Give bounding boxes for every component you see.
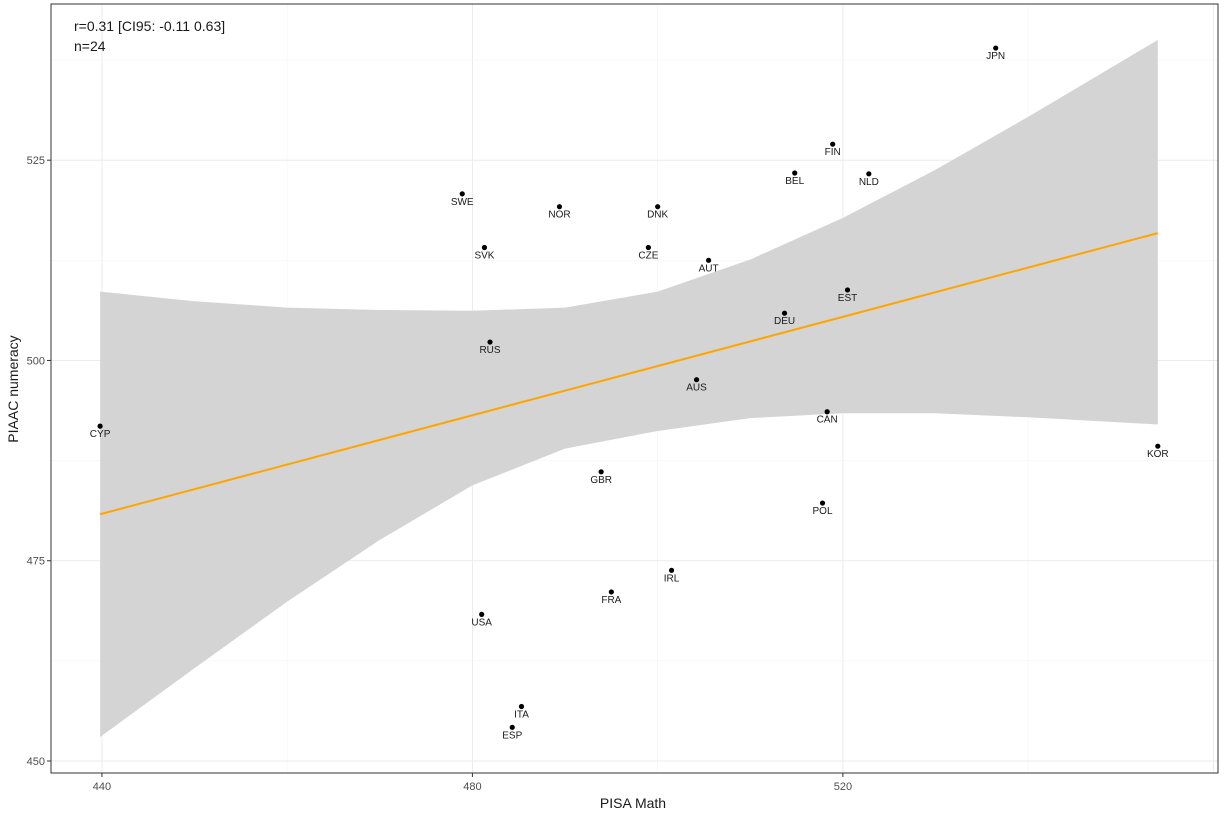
data-point-gbr: GBR — [590, 469, 612, 486]
data-point-irl: IRL — [664, 567, 680, 584]
data-point-nor: NOR — [548, 204, 571, 221]
point-marker — [705, 257, 712, 263]
data-point-deu: DEU — [774, 310, 795, 327]
x-tick-label: 440 — [93, 781, 111, 793]
point-label: DNK — [647, 210, 668, 221]
point-marker — [830, 141, 836, 147]
point-marker — [598, 469, 604, 475]
point-marker — [824, 409, 830, 415]
point-marker — [819, 500, 826, 506]
point-marker — [487, 339, 493, 345]
data-point-nld: NLD — [859, 171, 879, 188]
data-point-fin: FIN — [825, 141, 841, 158]
point-marker — [781, 310, 788, 316]
point-marker — [608, 589, 614, 595]
point-marker — [479, 611, 485, 617]
point-label: CYP — [90, 429, 111, 440]
point-label: JPN — [986, 51, 1005, 62]
data-point-swe: SWE — [451, 191, 474, 208]
point-label: AUS — [686, 383, 707, 394]
x-tick-label: 480 — [463, 781, 481, 793]
data-point-kor: KOR — [1147, 443, 1169, 460]
point-label: DEU — [774, 316, 795, 327]
data-point-usa: USA — [471, 611, 492, 628]
y-tick-label: 450 — [27, 756, 45, 768]
x-axis-title: PISA Math — [600, 795, 666, 811]
point-marker — [668, 567, 675, 573]
point-marker — [1155, 443, 1161, 449]
data-point-esp: ESP — [502, 724, 523, 741]
data-point-aus: AUS — [686, 377, 707, 394]
data-point-bel: BEL — [785, 170, 805, 187]
point-label: NLD — [859, 177, 879, 188]
regression-line — [99, 232, 1159, 516]
point-label: NOR — [548, 210, 570, 221]
y-tick-label: 500 — [27, 355, 45, 367]
point-label: RUS — [479, 345, 500, 356]
point-label: IRL — [664, 573, 680, 584]
point-label: ITA — [514, 710, 529, 721]
point-label: BEL — [785, 176, 804, 187]
data-point-cze: CZE — [638, 244, 659, 262]
grid-lines — [51, 4, 1218, 773]
point-marker — [509, 724, 515, 730]
point-marker — [97, 423, 103, 429]
y-tick-label: 475 — [27, 556, 45, 568]
data-point-rus: RUS — [479, 339, 501, 356]
data-point-pol: POL — [813, 500, 833, 517]
point-label: CZE — [638, 251, 658, 262]
point-label: EST — [838, 293, 857, 304]
point-label: FRA — [601, 595, 621, 606]
axis-ticks: 440 480 520 450 475 500 525 — [27, 155, 852, 793]
point-label: KOR — [1147, 449, 1169, 460]
point-label: CAN — [817, 415, 838, 426]
data-point-aut: AUT — [699, 257, 719, 274]
data-point-can: CAN — [817, 409, 838, 426]
data-point-cyp: CYP — [90, 423, 111, 440]
correlation-annotation: r=0.31 [CI95: -0.11 0.63] — [74, 18, 225, 34]
point-marker — [518, 703, 525, 710]
point-label: AUT — [699, 263, 719, 274]
point-marker — [693, 377, 700, 383]
point-marker — [655, 204, 661, 210]
data-point-dnk: DNK — [647, 204, 669, 221]
point-label: ESP — [502, 730, 522, 741]
point-label: SVK — [474, 251, 494, 262]
data-point-ita: ITA — [514, 703, 529, 721]
point-marker — [556, 204, 563, 210]
sample-size-annotation: n=24 — [74, 38, 106, 54]
confidence-band — [100, 40, 1158, 737]
data-point-jpn: JPN — [986, 45, 1005, 62]
point-marker — [993, 45, 999, 51]
point-label: POL — [813, 506, 833, 517]
point-marker — [844, 287, 851, 293]
point-label: GBR — [590, 475, 612, 486]
point-marker — [792, 170, 798, 176]
x-tick-label: 520 — [834, 781, 852, 793]
data-point-fra: FRA — [601, 589, 622, 606]
data-point-est: EST — [838, 287, 857, 304]
data-points: CYP SWE SVK RUS USA ESP ITA NOR GBR FRA CZE DNK IRL A… — [90, 45, 1169, 741]
y-tick-label: 525 — [27, 155, 45, 167]
point-marker — [645, 244, 651, 251]
point-label: FIN — [825, 147, 841, 158]
point-marker — [459, 191, 465, 197]
y-axis-title: PIAAC numeracy — [5, 335, 21, 442]
point-label: SWE — [451, 197, 474, 208]
point-marker — [481, 244, 488, 251]
panel-border — [50, 3, 1219, 774]
data-point-svk: SVK — [474, 244, 495, 262]
point-label: USA — [471, 617, 492, 628]
point-marker — [866, 171, 872, 177]
